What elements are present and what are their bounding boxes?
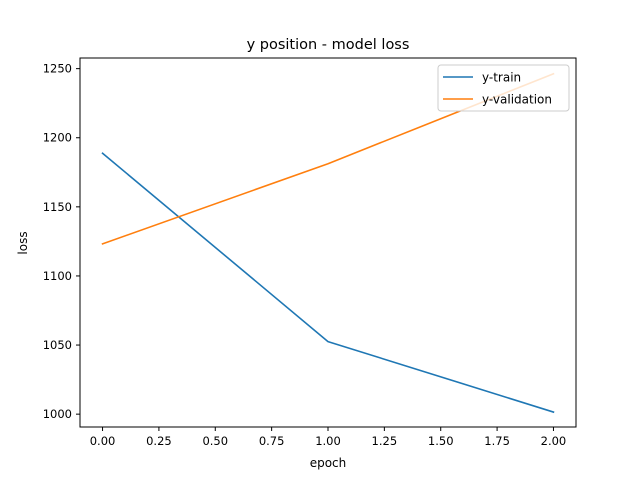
legend-label: y-train (482, 71, 521, 85)
y-tick-label: 1000 (43, 407, 72, 421)
series-line-0 (101, 152, 555, 414)
legend-label: y-validation (482, 93, 552, 107)
y-tick-label: 1200 (43, 131, 72, 145)
x-axis-ticks: 0.00 0.25 0.50 0.75 1.00 1.25 1.50 1.75 2.00 (90, 427, 567, 448)
x-tick-label: 0.25 (146, 434, 172, 448)
x-tick-label: 0.00 (90, 434, 116, 448)
y-tick-label: 1050 (43, 338, 72, 352)
y-axis-ticks: 1000 1050 1100 1150 1200 1250 (43, 62, 80, 421)
y-tick-label: 1250 (43, 62, 72, 76)
x-axis-label: epoch (310, 456, 347, 470)
x-tick-label: 0.75 (259, 434, 285, 448)
series-lines (101, 72, 555, 414)
plot-area-frame (79, 57, 577, 428)
x-tick-label: 1.25 (372, 434, 398, 448)
y-tick-label: 1100 (43, 269, 72, 283)
x-tick-label: 1.75 (484, 434, 510, 448)
x-tick-label: 2.00 (541, 434, 567, 448)
chart-title: y position - model loss (247, 37, 410, 53)
x-tick-label: 1.50 (428, 434, 454, 448)
x-tick-label: 1.00 (315, 434, 341, 448)
legend: y-train y-validation (437, 64, 570, 112)
y-axis-label: loss (16, 231, 30, 254)
x-tick-label: 0.50 (202, 434, 228, 448)
y-tick-label: 1150 (43, 200, 72, 214)
